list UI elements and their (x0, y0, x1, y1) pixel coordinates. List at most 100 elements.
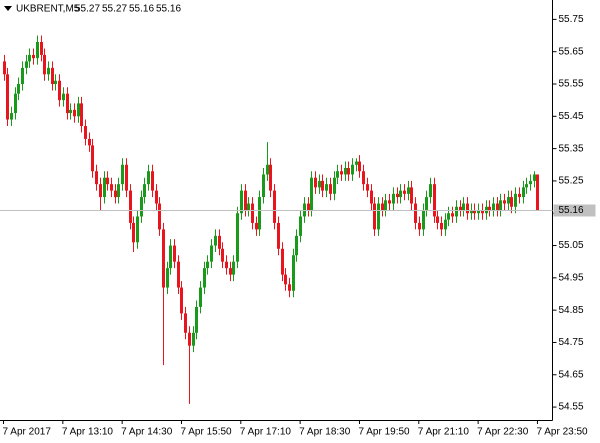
y-tick-label: 55.35 (559, 143, 584, 154)
candle-body (62, 93, 65, 101)
candle-body (221, 248, 224, 262)
candle-body (117, 184, 120, 198)
price-label: 55.16 (559, 205, 584, 216)
candle-body (151, 171, 154, 191)
candle-body (496, 203, 499, 210)
candle-body (232, 261, 235, 275)
candle-body (28, 54, 31, 62)
candle-body (195, 306, 198, 333)
candle-body (88, 138, 91, 146)
candle-body (84, 126, 87, 139)
candle-body (106, 177, 109, 185)
candle-body (17, 84, 20, 94)
candle-body (425, 197, 428, 210)
candle-body (66, 93, 69, 114)
candle-body (51, 67, 54, 84)
price-label-bg (553, 204, 596, 217)
candle-body (162, 229, 165, 288)
candle-body (10, 113, 13, 120)
candle-body (433, 184, 436, 217)
candle-body (514, 193, 517, 207)
candle-body (121, 164, 124, 185)
candle-body (295, 235, 298, 256)
candle-body (80, 103, 83, 126)
candle-body (114, 190, 117, 198)
candle-body (414, 203, 417, 223)
candle-body (284, 274, 287, 285)
x-tick-label: 7 Apr 14:30 (121, 427, 173, 438)
candle-body (6, 74, 9, 120)
candle-body (470, 210, 473, 214)
candle-body (206, 261, 209, 269)
candle-body (473, 210, 476, 214)
candle-body (451, 213, 454, 217)
candle-body (166, 268, 169, 288)
candle-body (318, 180, 321, 188)
candle-body (307, 203, 310, 210)
candle-body (244, 190, 247, 210)
candle-body (258, 197, 261, 230)
candle-body (240, 190, 243, 214)
x-tick-label: 7 Apr 22:30 (477, 427, 529, 438)
candle-body (299, 216, 302, 236)
candle-body (21, 67, 24, 84)
candle-body (14, 93, 17, 114)
ohlc-low: 55.16 (129, 4, 154, 15)
candle-body (95, 171, 98, 185)
candle-body (340, 171, 343, 175)
candle-body (277, 222, 280, 249)
candle-body (355, 161, 358, 165)
candle-body (54, 80, 57, 84)
candle-body (210, 245, 213, 262)
y-tick-label: 54.65 (559, 369, 584, 380)
candle-body (403, 190, 406, 194)
candle-body (459, 206, 462, 210)
candle-body (147, 171, 150, 185)
candle-body (351, 164, 354, 175)
candle-body (110, 184, 113, 191)
candle-body (292, 255, 295, 291)
candle-body (344, 168, 347, 175)
candle-body (155, 190, 158, 204)
y-tick-label: 54.75 (559, 337, 584, 348)
candle-body (381, 203, 384, 210)
candle-body (184, 313, 187, 333)
candle-body (533, 174, 536, 181)
y-tick-label: 55.65 (559, 46, 584, 57)
y-tick-label: 55.75 (559, 14, 584, 25)
y-tick-label: 55.25 (559, 176, 584, 187)
menu-triangle[interactable] (4, 6, 12, 11)
candle-body (199, 287, 202, 307)
candle-body (188, 332, 191, 346)
candle-body (262, 174, 265, 198)
ohlc-close: 55.16 (156, 4, 181, 15)
y-tick-label: 54.85 (559, 305, 584, 316)
candle-body (399, 190, 402, 198)
candle-body (373, 203, 376, 230)
candle-body (288, 284, 291, 291)
candle-body (3, 61, 6, 75)
candle-body (99, 184, 102, 198)
candle-body (58, 80, 61, 101)
candle-body (481, 210, 484, 214)
candle-body (103, 177, 106, 198)
candle-body (536, 174, 539, 210)
x-tick-label: 7 Apr 15:50 (180, 427, 232, 438)
candle-body (362, 171, 365, 185)
y-tick-label: 55.45 (559, 111, 584, 122)
y-tick-label: 54.55 (559, 402, 584, 413)
candle-body (492, 203, 495, 210)
candle-body (333, 177, 336, 194)
candle-body (418, 222, 421, 230)
x-tick-label: 7 Apr 17:10 (240, 427, 292, 438)
candle-body (143, 184, 146, 198)
candle-body (218, 235, 221, 249)
plot-area (0, 35, 553, 404)
candle-body (518, 193, 521, 198)
candle-body (132, 222, 135, 243)
candle-body (370, 190, 373, 204)
candle-body (336, 171, 339, 178)
candle-body (358, 161, 361, 172)
x-tick-label: 7 Apr 23:50 (536, 427, 588, 438)
